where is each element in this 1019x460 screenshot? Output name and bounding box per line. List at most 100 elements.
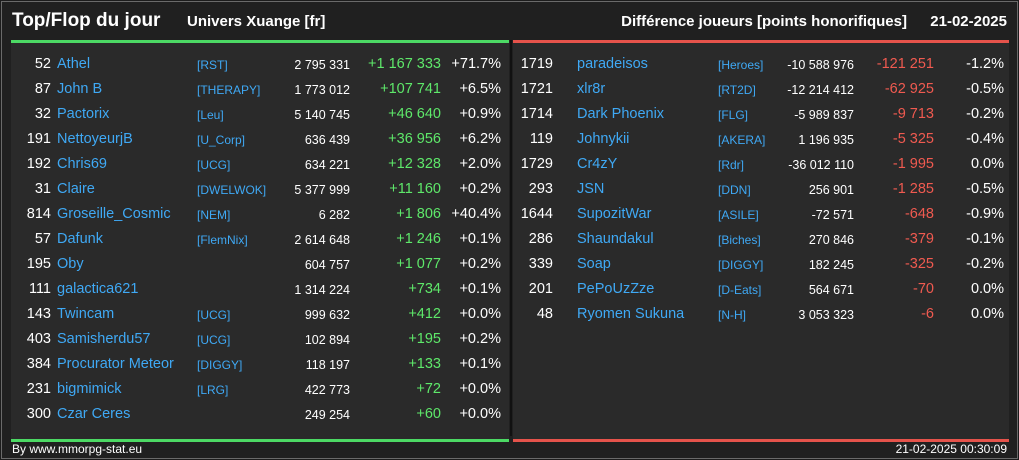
player-points: 634 221 xyxy=(304,158,350,172)
points-difference: +107 741 xyxy=(380,81,441,97)
flop-row: 1719 paradeisos [Heroes] -10 588 976 -121 25… xyxy=(513,51,1009,76)
player-name[interactable]: SupozitWar xyxy=(577,206,652,222)
alliance-tag[interactable]: [AKERA] xyxy=(718,133,766,147)
percent-change: +2.0% xyxy=(459,156,501,172)
player-points: 604 757 xyxy=(304,258,350,272)
flop-row: 1721 xlr8r [RT2D] -12 214 412 -62 925 -0.5% xyxy=(513,76,1009,101)
percent-change: +0.9% xyxy=(459,106,501,122)
points-difference: +11 160 xyxy=(389,181,441,197)
player-name[interactable]: Johnykii xyxy=(577,131,630,147)
player-name[interactable]: Twincam xyxy=(57,306,115,322)
player-name[interactable]: Pactorix xyxy=(57,106,110,122)
player-points: 270 846 xyxy=(808,233,854,247)
percent-change: +6.5% xyxy=(459,81,501,97)
player-rank: 384 xyxy=(26,356,51,372)
alliance-tag[interactable]: [DIGGY] xyxy=(718,258,764,272)
alliance-tag[interactable]: [UCG] xyxy=(197,308,231,322)
alliance-tag[interactable]: [NEM] xyxy=(197,208,231,222)
points-difference: +1 077 xyxy=(396,256,441,272)
alliance-tag[interactable]: [DWELWOK] xyxy=(197,183,267,197)
player-name[interactable]: Dafunk xyxy=(57,231,103,247)
player-name[interactable]: Samisherdu57 xyxy=(57,331,151,347)
top-row: 403 Samisherdu57 [UCG] 102 894 +195 +0.2% xyxy=(11,326,509,351)
player-name[interactable]: bigmimick xyxy=(57,381,122,397)
player-rank: 293 xyxy=(528,181,553,197)
player-rank: 143 xyxy=(26,306,51,322)
percent-change: -0.2% xyxy=(966,106,1004,122)
percent-change: -0.9% xyxy=(966,206,1004,222)
page-title: Top/Flop du jour xyxy=(12,10,161,31)
player-points: -72 571 xyxy=(811,208,854,222)
alliance-tag[interactable]: [Leu] xyxy=(197,108,224,122)
player-points: -10 588 976 xyxy=(787,58,854,72)
alliance-tag[interactable]: [RT2D] xyxy=(718,83,756,97)
player-points: 2 795 331 xyxy=(294,58,350,72)
metric-label: Différence joueurs [points honorifiques] xyxy=(621,13,907,30)
alliance-tag[interactable]: [UCG] xyxy=(197,333,231,347)
percent-change: -0.5% xyxy=(966,81,1004,97)
player-rank: 814 xyxy=(26,206,51,222)
player-name[interactable]: Soap xyxy=(577,256,611,272)
alliance-tag[interactable]: [DIGGY] xyxy=(197,358,243,372)
percent-change: +0.2% xyxy=(459,181,501,197)
percent-change: +40.4% xyxy=(451,206,501,222)
player-points: 999 632 xyxy=(304,308,350,322)
alliance-tag[interactable]: [RST] xyxy=(197,58,228,72)
alliance-tag[interactable]: [LRG] xyxy=(197,383,229,397)
percent-change: -0.1% xyxy=(966,231,1004,247)
player-name[interactable]: JSN xyxy=(577,181,605,197)
player-points: 636 439 xyxy=(304,133,350,147)
points-difference: -5 325 xyxy=(892,131,934,147)
player-name[interactable]: Athel xyxy=(57,56,91,72)
player-name[interactable]: Oby xyxy=(57,256,84,272)
percent-change: +0.1% xyxy=(459,281,501,297)
player-name[interactable]: galactica621 xyxy=(57,281,139,297)
player-rank: 201 xyxy=(528,281,553,297)
player-name[interactable]: Chris69 xyxy=(57,156,107,172)
player-points: -5 989 837 xyxy=(794,108,854,122)
top-row: 814 Groseille_Cosmic [NEM] 6 282 +1 806 +40.4… xyxy=(11,201,509,226)
player-name[interactable]: xlr8r xyxy=(577,81,606,97)
alliance-tag[interactable]: [U_Corp] xyxy=(197,133,246,147)
alliance-tag[interactable]: [N-H] xyxy=(718,308,746,322)
points-difference: +36 956 xyxy=(388,131,441,147)
flop-row: 1644 SupozitWar [ASILE] -72 571 -648 -0.9% xyxy=(513,201,1009,226)
player-name[interactable]: Groseille_Cosmic xyxy=(57,206,171,222)
alliance-tag[interactable]: [FlemNix] xyxy=(197,233,248,247)
footer-timestamp: 21-02-2025 00:30:09 xyxy=(895,442,1007,456)
percent-change: 0.0% xyxy=(970,156,1004,172)
top-row: 87 John B [THERAPY] 1 773 012 +107 741 +6.5% xyxy=(11,76,509,101)
alliance-tag[interactable]: [Heroes] xyxy=(718,58,764,72)
points-difference: -70 xyxy=(913,281,934,297)
player-name[interactable]: Cr4zY xyxy=(577,156,618,172)
percent-change: +0.0% xyxy=(459,381,501,397)
player-rank: 403 xyxy=(26,331,51,347)
player-name[interactable]: Procurator Meteor xyxy=(57,356,174,372)
alliance-tag[interactable]: [THERAPY] xyxy=(197,83,261,97)
points-difference: +412 xyxy=(408,306,441,322)
player-name[interactable]: Ryomen Sukuna xyxy=(577,306,685,322)
player-rank: 57 xyxy=(34,231,51,247)
player-name[interactable]: Claire xyxy=(57,181,95,197)
player-name[interactable]: paradeisos xyxy=(577,56,648,72)
player-points: 249 254 xyxy=(304,408,350,422)
alliance-tag[interactable]: [ASILE] xyxy=(718,208,759,222)
alliance-tag[interactable]: [FLG] xyxy=(718,108,749,122)
points-difference: -325 xyxy=(904,256,934,272)
player-points: 256 901 xyxy=(808,183,854,197)
alliance-tag[interactable]: [D-Eats] xyxy=(718,283,762,297)
player-name[interactable]: PePoUzZze xyxy=(577,281,655,297)
player-points: 6 282 xyxy=(318,208,350,222)
alliance-tag[interactable]: [UCG] xyxy=(197,158,231,172)
player-points: 1 773 012 xyxy=(294,83,350,97)
percent-change: +0.1% xyxy=(459,356,501,372)
player-points: 182 245 xyxy=(808,258,854,272)
player-name[interactable]: Czar Ceres xyxy=(57,406,131,422)
alliance-tag[interactable]: [Rdr] xyxy=(718,158,745,172)
player-name[interactable]: Shaundakul xyxy=(577,231,654,247)
player-name[interactable]: NettoyeurjB xyxy=(57,131,133,147)
alliance-tag[interactable]: [Biches] xyxy=(718,233,761,247)
player-name[interactable]: Dark Phoenix xyxy=(577,106,665,122)
alliance-tag[interactable]: [DDN] xyxy=(718,183,751,197)
player-name[interactable]: John B xyxy=(57,81,103,97)
